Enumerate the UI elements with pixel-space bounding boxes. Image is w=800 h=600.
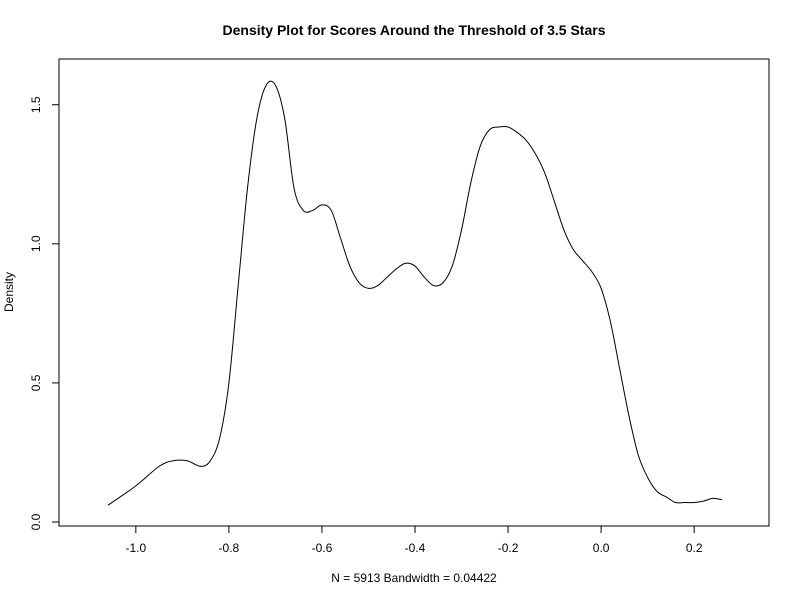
y-tick-label: 1.5 — [29, 96, 43, 113]
y-tick-label: 1.0 — [29, 235, 43, 252]
x-tick-label: -0.6 — [312, 541, 333, 555]
x-tick-label: -0.8 — [219, 541, 240, 555]
x-axis: -1.0 -0.8 -0.6 -0.4 -0.2 0.0 0.2 — [125, 525, 703, 555]
x-axis-label: N = 5913 Bandwidth = 0.04422 — [331, 571, 497, 585]
x-tick-label: -0.2 — [498, 541, 519, 555]
x-tick-label: -0.4 — [405, 541, 426, 555]
y-tick-label: 0.0 — [29, 513, 43, 530]
x-tick-label: -1.0 — [125, 541, 146, 555]
y-tick-label: 0.5 — [29, 374, 43, 391]
x-tick-label: 0.2 — [686, 541, 703, 555]
density-curve — [107, 80, 723, 506]
x-tick-label: 0.0 — [593, 541, 610, 555]
plot-frame — [58, 58, 770, 527]
y-axis-label: Density — [2, 272, 16, 312]
chart-title: Density Plot for Scores Around the Thres… — [223, 22, 606, 38]
y-axis: 0.0 0.5 1.0 1.5 — [29, 96, 60, 530]
